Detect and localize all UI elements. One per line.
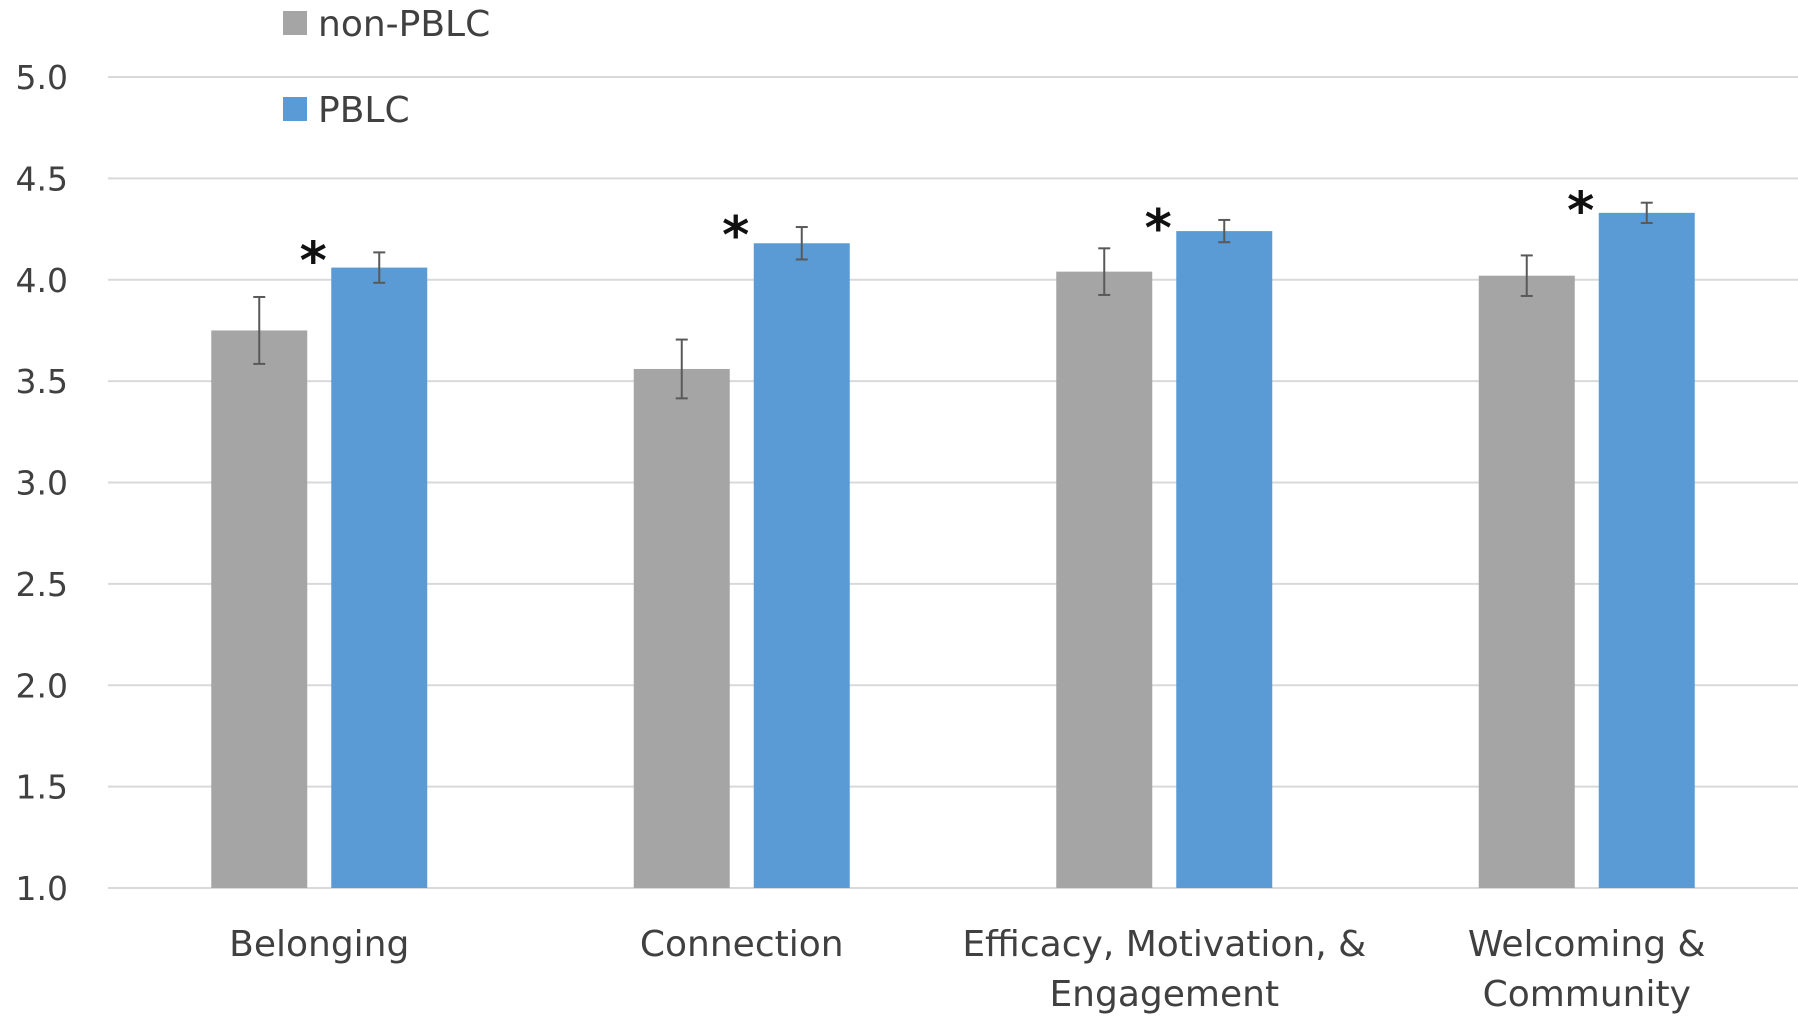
category-label: Engagement — [1049, 974, 1279, 1015]
bar-non-pblc — [211, 330, 308, 888]
error-bars — [253, 201, 1653, 400]
y-tick-label: 3.5 — [16, 362, 68, 401]
category-label: Efficacy, Motivation, & — [962, 924, 1366, 965]
bar-non-pblc — [633, 368, 730, 889]
bar-pblc — [753, 243, 850, 888]
error-bar — [1218, 218, 1231, 244]
error-bar — [675, 338, 688, 400]
x-axis-category-labels: Belonging Connection Efficacy, Motivation,… — [229, 924, 1705, 1015]
significance-mark: * — [1145, 199, 1172, 259]
y-tick-label: 4.0 — [16, 261, 68, 300]
category-label: Connection — [640, 924, 844, 965]
legend: non-PBLC PBLC — [283, 4, 490, 131]
y-tick-label: 1.5 — [16, 768, 68, 807]
y-tick-label: 3.0 — [16, 464, 68, 503]
bar-pblc — [1598, 212, 1695, 888]
error-bar — [1098, 247, 1111, 296]
bar-pblc — [331, 267, 428, 889]
bar-non-pblc — [1478, 275, 1575, 888]
bar-non-pblc — [1056, 271, 1153, 888]
legend-swatch — [283, 97, 307, 121]
y-tick-label: 1.0 — [16, 869, 68, 908]
error-bar — [1640, 201, 1653, 224]
legend-label: PBLC — [318, 90, 410, 131]
bars — [211, 212, 1695, 889]
error-bar — [373, 251, 386, 284]
bar-pblc — [1176, 231, 1273, 889]
y-tick-label: 2.5 — [16, 565, 68, 604]
category-label: Welcoming & — [1468, 924, 1706, 965]
category-label: Belonging — [229, 924, 409, 965]
legend-label: non-PBLC — [318, 4, 490, 45]
legend-swatch — [283, 11, 307, 35]
error-bar — [795, 226, 808, 261]
y-tick-label: 5.0 — [16, 58, 68, 97]
y-axis-tick-labels: 1.0 1.5 2.0 2.5 3.0 3.5 4.0 4.5 5.0 — [16, 58, 68, 908]
y-tick-label: 4.5 — [16, 159, 68, 198]
y-tick-label: 2.0 — [16, 666, 68, 705]
error-bar — [253, 295, 266, 365]
significance-mark: * — [300, 231, 327, 291]
significance-marks: * * * * — [300, 182, 1595, 292]
significance-mark: * — [1567, 182, 1594, 242]
significance-mark: * — [722, 206, 749, 266]
error-bar — [1520, 254, 1533, 297]
category-label: Community — [1483, 974, 1691, 1015]
